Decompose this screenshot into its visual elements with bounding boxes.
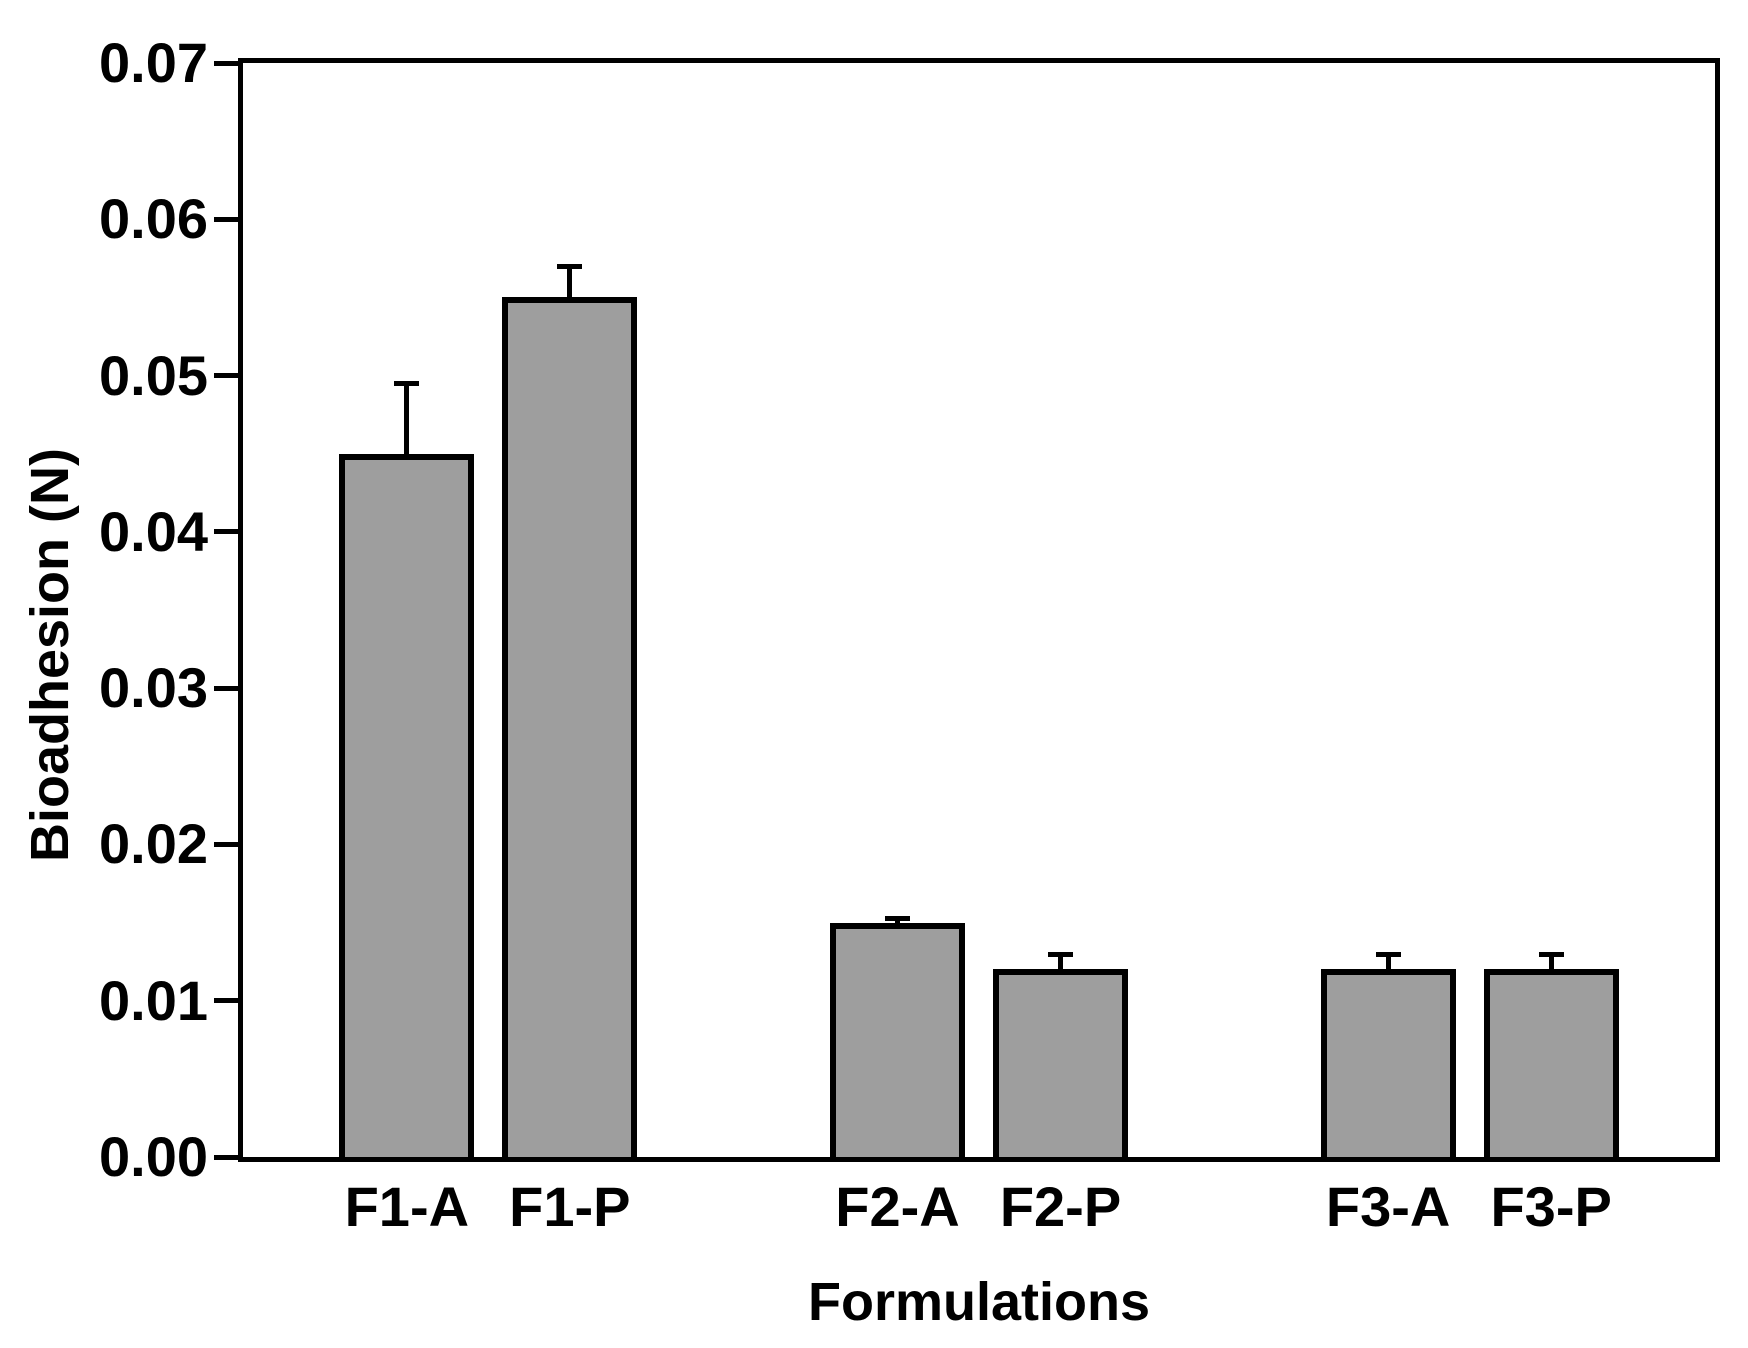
y-tick bbox=[214, 841, 238, 847]
y-tick bbox=[214, 685, 238, 691]
x-axis-title: Formulations bbox=[807, 1272, 1150, 1332]
error-bar-whisker bbox=[567, 266, 573, 298]
x-tick-label: F3-P bbox=[1490, 1175, 1612, 1238]
error-bar-whisker bbox=[404, 383, 410, 454]
plot-area bbox=[238, 58, 1720, 1162]
y-tick-label: 0.04 bbox=[99, 499, 208, 563]
error-bar-whisker bbox=[1058, 953, 1063, 970]
y-tick-label: 0.06 bbox=[99, 187, 208, 251]
x-tick-label: F2-P bbox=[999, 1175, 1122, 1238]
y-tick bbox=[214, 373, 238, 379]
y-tick-label: 0.07 bbox=[99, 31, 208, 94]
y-tick-label: 0.00 bbox=[99, 1125, 208, 1188]
error-bar-cap bbox=[1375, 951, 1401, 957]
bar bbox=[502, 297, 638, 1157]
bar bbox=[993, 969, 1128, 1157]
bar bbox=[339, 453, 475, 1157]
error-bar-cap bbox=[557, 264, 583, 270]
error-bar-cap bbox=[885, 915, 910, 921]
x-tick-label: F1-P bbox=[509, 1175, 631, 1238]
x-tick-label: F2-A bbox=[835, 1175, 960, 1238]
y-tick bbox=[214, 998, 238, 1004]
y-tick-label: 0.02 bbox=[99, 812, 208, 876]
y-tick bbox=[214, 60, 238, 66]
bar bbox=[830, 922, 965, 1157]
x-tick-label: F1-A bbox=[344, 1175, 470, 1238]
y-tick bbox=[214, 529, 238, 535]
y-tick bbox=[214, 216, 238, 222]
error-bar-whisker bbox=[1385, 953, 1391, 970]
y-tick-label: 0.01 bbox=[99, 968, 208, 1032]
error-bar-cap bbox=[394, 381, 420, 387]
x-tick-label: F3-A bbox=[1325, 1175, 1451, 1238]
bar bbox=[1483, 969, 1619, 1157]
error-bar-whisker bbox=[1548, 953, 1554, 970]
bar bbox=[1320, 969, 1456, 1157]
error-bar-cap bbox=[1048, 951, 1073, 957]
y-tick-label: 0.03 bbox=[99, 656, 208, 720]
y-tick bbox=[214, 1154, 238, 1160]
y-tick-label: 0.05 bbox=[99, 343, 208, 407]
error-bar-cap bbox=[1538, 951, 1564, 957]
